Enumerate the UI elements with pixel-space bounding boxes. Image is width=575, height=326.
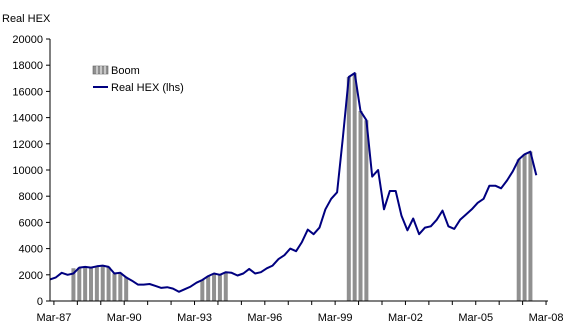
y-tick-label-0: 0	[37, 296, 43, 308]
boom-bars	[71, 73, 533, 302]
boom-bar-19	[516, 159, 521, 301]
y-tick-label-6: 12000	[12, 139, 43, 151]
boom-bar-11	[206, 276, 211, 301]
boom-bar-2	[83, 266, 88, 301]
boom-bar-14	[223, 272, 228, 301]
boom-bar-13	[217, 274, 222, 301]
y-tick-label-4: 8000	[19, 191, 43, 203]
x-tick-label-1: Mar-90	[107, 312, 142, 324]
y-tick-label-8: 16000	[12, 86, 43, 98]
boom-bar-3	[89, 267, 94, 301]
boom-bar-1	[77, 267, 82, 301]
y-tick-label-7: 14000	[12, 113, 43, 125]
boom-bar-21	[528, 151, 533, 301]
y-tick-label-1: 2000	[19, 270, 43, 282]
y-tick-label-9: 18000	[12, 60, 43, 72]
x-tick-label-4: Mar-99	[318, 312, 353, 324]
x-tick-label-6: Mar-05	[458, 312, 493, 324]
boom-bar-6	[106, 266, 111, 301]
boom-bar-18	[364, 120, 369, 301]
legend-boom-label: Boom	[111, 65, 140, 77]
real-hex-line-group	[49, 72, 538, 293]
y-ticks: 0 2000 4000 6000 8000 10000 12000 14000 16000 180…	[12, 34, 50, 308]
y-tick-label-3: 6000	[19, 217, 43, 229]
boom-bar-17	[358, 111, 363, 301]
boom-bar-9	[124, 277, 129, 301]
boom-bar-15	[346, 76, 351, 302]
boom-bar-8	[118, 272, 123, 301]
y-tick-label-5: 10000	[12, 165, 43, 177]
boom-bar-20	[522, 154, 527, 301]
legend: Boom Real HEX (lhs)	[92, 65, 184, 94]
x-tick-label-7: Mar-08	[529, 312, 564, 324]
boom-bar-10	[200, 280, 205, 301]
x-tick-label-2: Mar-93	[177, 312, 212, 324]
real-hex-line	[49, 72, 538, 293]
x-tick-label-3: Mar-96	[247, 312, 282, 324]
axes	[49, 39, 548, 302]
y-axis-label: Real HEX	[2, 13, 51, 25]
boom-bar-4	[94, 266, 99, 301]
boom-bar-7	[112, 273, 117, 301]
boom-bar-0	[71, 268, 76, 301]
boom-bar-16	[352, 73, 357, 301]
x-ticks: Mar-87 Mar-90 Mar-93 Mar-96 Mar-99 Mar-02 Mar-…	[36, 301, 563, 324]
boom-bar-5	[100, 265, 105, 301]
legend-real-hex-label: Real HEX (lhs)	[111, 82, 184, 94]
boom-bar-12	[212, 273, 217, 301]
y-tick-label-10: 20000	[12, 34, 43, 46]
y-tick-label-2: 4000	[19, 244, 43, 256]
x-tick-label-5: Mar-02	[388, 312, 423, 324]
x-tick-label-0: Mar-87	[36, 312, 71, 324]
